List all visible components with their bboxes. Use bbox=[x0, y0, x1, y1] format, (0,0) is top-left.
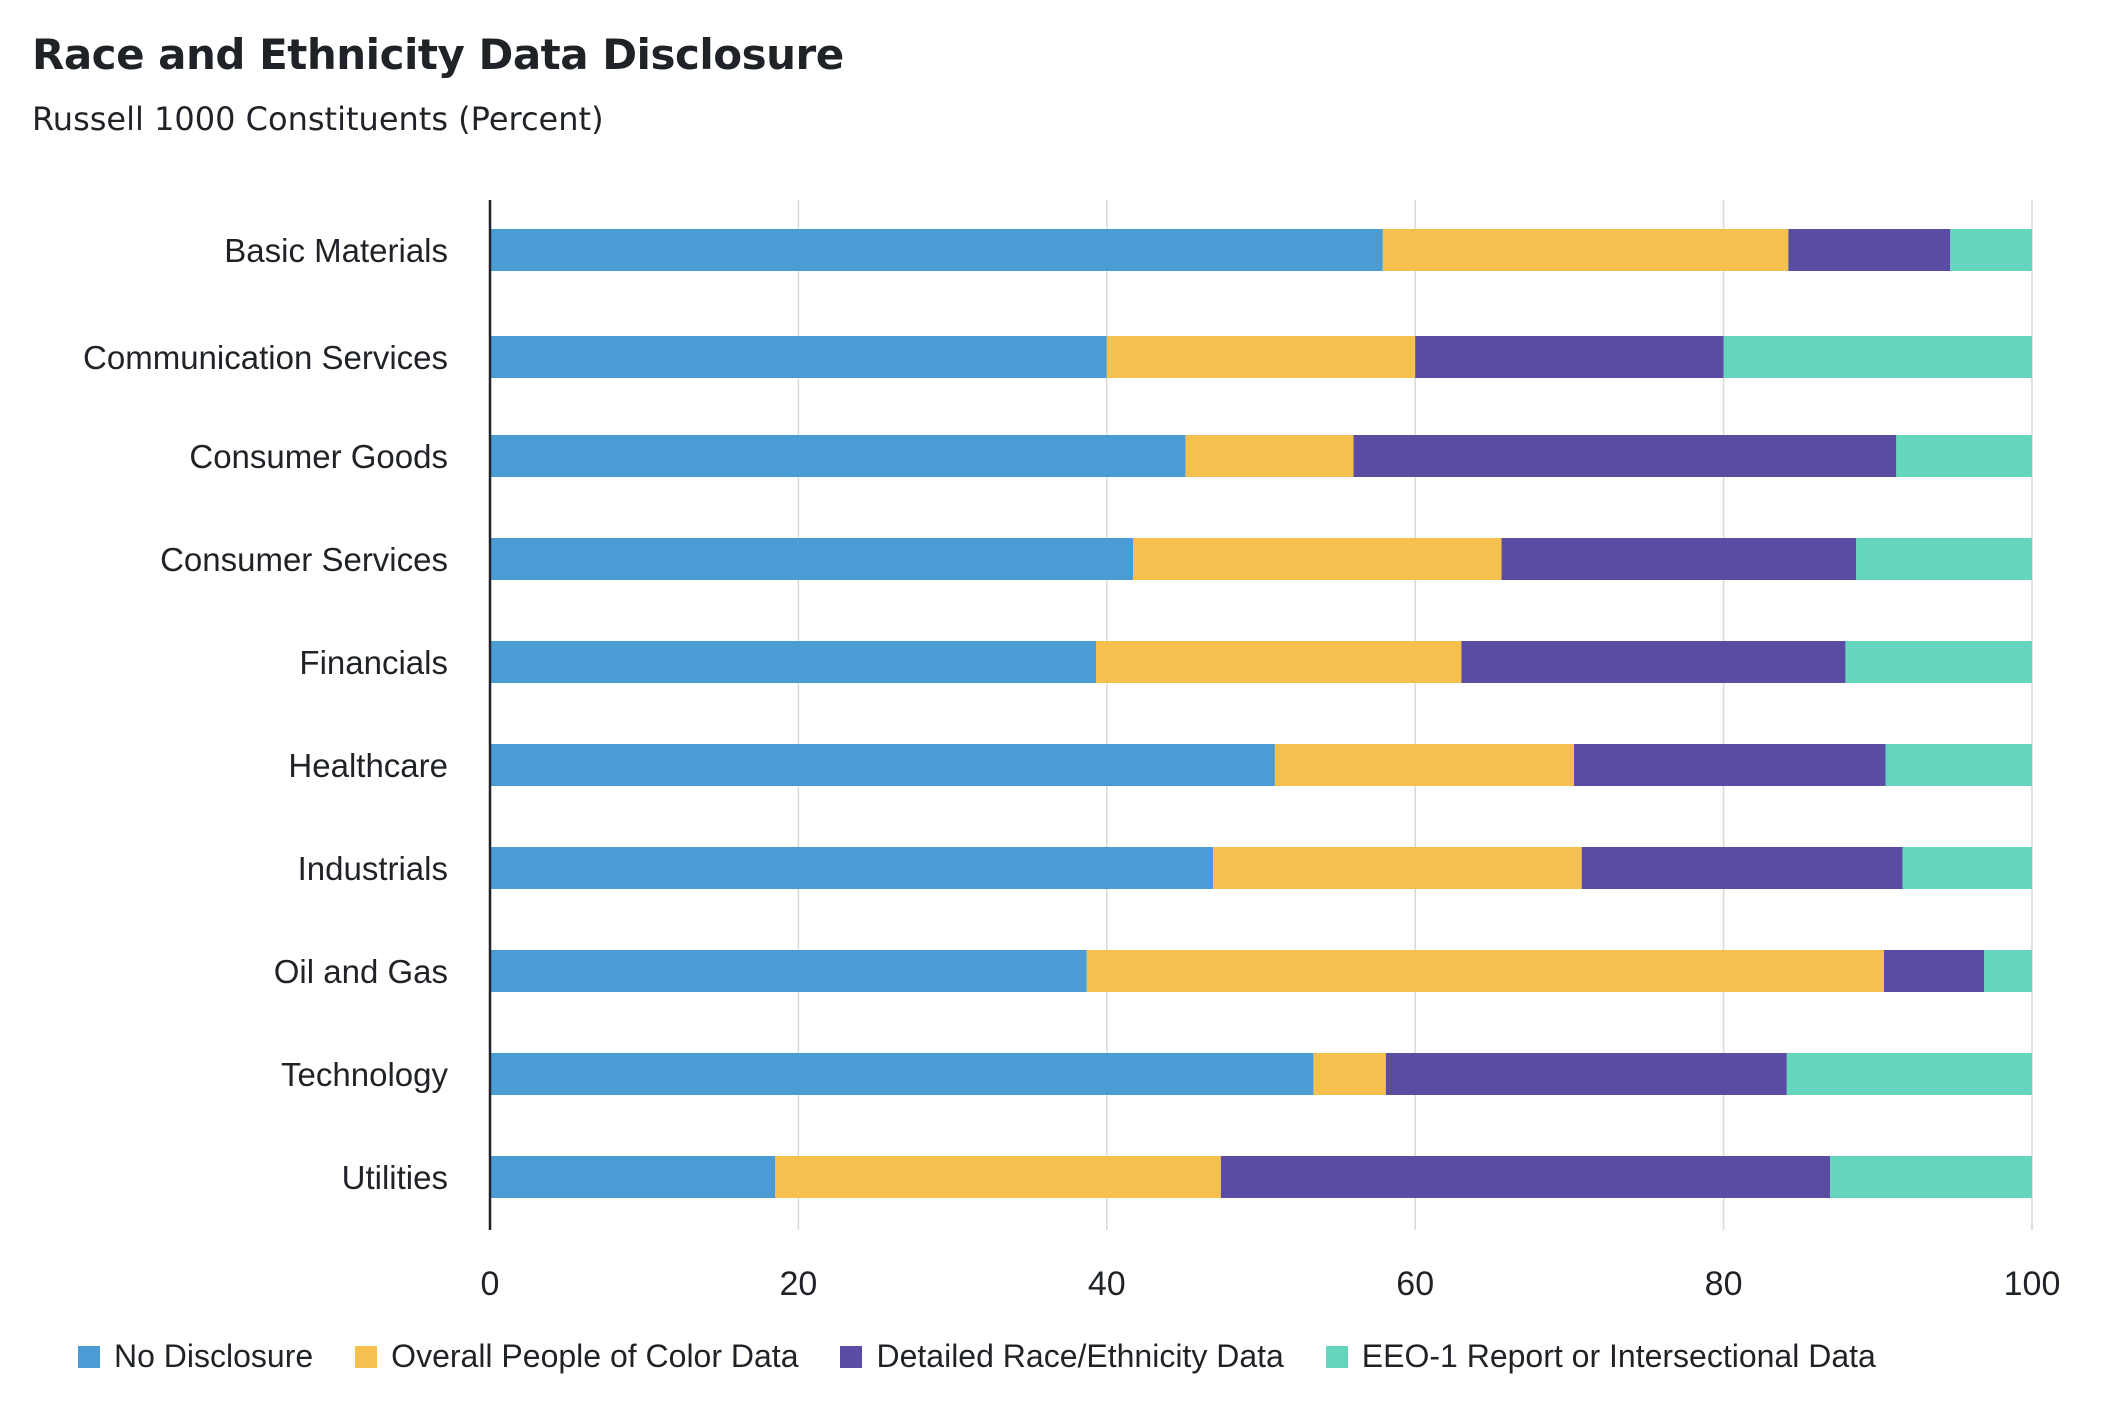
bar-segment bbox=[1106, 336, 1416, 378]
bar-segment bbox=[1382, 229, 1789, 271]
legend-label: Overall People of Color Data bbox=[391, 1338, 799, 1374]
y-category-label: Communication Services bbox=[83, 339, 448, 376]
bar-segment bbox=[490, 641, 1097, 683]
bar-segment bbox=[1856, 538, 2032, 580]
y-category-label: Basic Materials bbox=[224, 232, 448, 269]
bar-segment bbox=[1574, 744, 1886, 786]
bar-segment bbox=[1885, 744, 2032, 786]
bar-segment bbox=[1723, 336, 2032, 378]
bar-segment bbox=[1353, 435, 1897, 477]
bar-segment bbox=[1896, 435, 2032, 477]
bar-segment bbox=[490, 847, 1214, 889]
legend-swatch bbox=[840, 1345, 863, 1368]
legend-item: EEO-1 Report or Intersectional Data bbox=[1325, 1338, 1876, 1375]
y-category-label: Industrials bbox=[298, 850, 448, 887]
bar-segment bbox=[1829, 1156, 2032, 1198]
chart-legend: No Disclosure Overall People of Color Dat… bbox=[78, 1338, 1918, 1375]
bar-segment bbox=[1133, 538, 1502, 580]
legend-swatch bbox=[355, 1345, 378, 1368]
bar-segment bbox=[1313, 1053, 1386, 1095]
y-category-label: Financials bbox=[299, 644, 448, 681]
x-tick-label: 60 bbox=[1396, 1265, 1434, 1303]
legend-swatch bbox=[1325, 1345, 1348, 1368]
bar-segment bbox=[1984, 950, 2032, 992]
y-category-label: Utilities bbox=[342, 1159, 448, 1196]
legend-label: EEO-1 Report or Intersectional Data bbox=[1361, 1338, 1876, 1374]
y-category-label: Consumer Services bbox=[160, 541, 448, 578]
bar-segment bbox=[490, 538, 1134, 580]
legend-swatch bbox=[78, 1345, 100, 1368]
bar-segment bbox=[1501, 538, 1857, 580]
bar-segment bbox=[1788, 229, 1951, 271]
bar-segment bbox=[490, 229, 1383, 271]
legend-label: Detailed Race/Ethnicity Data bbox=[876, 1338, 1284, 1374]
bar-segment bbox=[775, 1156, 1221, 1198]
bar-segment bbox=[490, 1053, 1314, 1095]
x-tick-label: 100 bbox=[2004, 1265, 2061, 1303]
bar-segment bbox=[490, 1156, 776, 1198]
y-category-label: Oil and Gas bbox=[274, 953, 448, 990]
legend-item: No Disclosure bbox=[78, 1338, 313, 1375]
bar-segment bbox=[1461, 641, 1846, 683]
chart-title: Race and Ethnicity Data Disclosure bbox=[32, 30, 844, 79]
bar-segment bbox=[1883, 950, 1985, 992]
x-tick-label: 80 bbox=[1705, 1265, 1743, 1303]
bar-segment bbox=[490, 336, 1107, 378]
bar-segment bbox=[1385, 1053, 1787, 1095]
bar-segment bbox=[1274, 744, 1575, 786]
y-category-label: Technology bbox=[281, 1056, 448, 1093]
x-tick-label: 20 bbox=[779, 1265, 817, 1303]
bar-segment bbox=[1786, 1053, 2032, 1095]
bar-segment bbox=[490, 435, 1186, 477]
bar-segment bbox=[1086, 950, 1884, 992]
bar-segment bbox=[1581, 847, 1903, 889]
bar-segment bbox=[490, 744, 1275, 786]
x-tick-label: 40 bbox=[1088, 1265, 1126, 1303]
bar-segment bbox=[1950, 229, 2032, 271]
bar-segment bbox=[1415, 336, 1724, 378]
legend-item: Overall People of Color Data bbox=[355, 1338, 798, 1375]
bar-segment bbox=[1902, 847, 2032, 889]
bar-segment bbox=[1185, 435, 1354, 477]
bar-segment bbox=[1213, 847, 1582, 889]
bar-segment bbox=[490, 950, 1087, 992]
bar-segment bbox=[1096, 641, 1462, 683]
legend-item: Detailed Race/Ethnicity Data bbox=[840, 1338, 1284, 1375]
y-category-label: Healthcare bbox=[288, 747, 448, 784]
legend-label: No Disclosure bbox=[114, 1338, 314, 1374]
chart-subtitle: Russell 1000 Constituents (Percent) bbox=[32, 100, 604, 138]
y-category-label: Consumer Goods bbox=[189, 438, 448, 475]
x-tick-label: 0 bbox=[481, 1265, 500, 1303]
bar-segment bbox=[1845, 641, 2032, 683]
bar-segment bbox=[1220, 1156, 1830, 1198]
